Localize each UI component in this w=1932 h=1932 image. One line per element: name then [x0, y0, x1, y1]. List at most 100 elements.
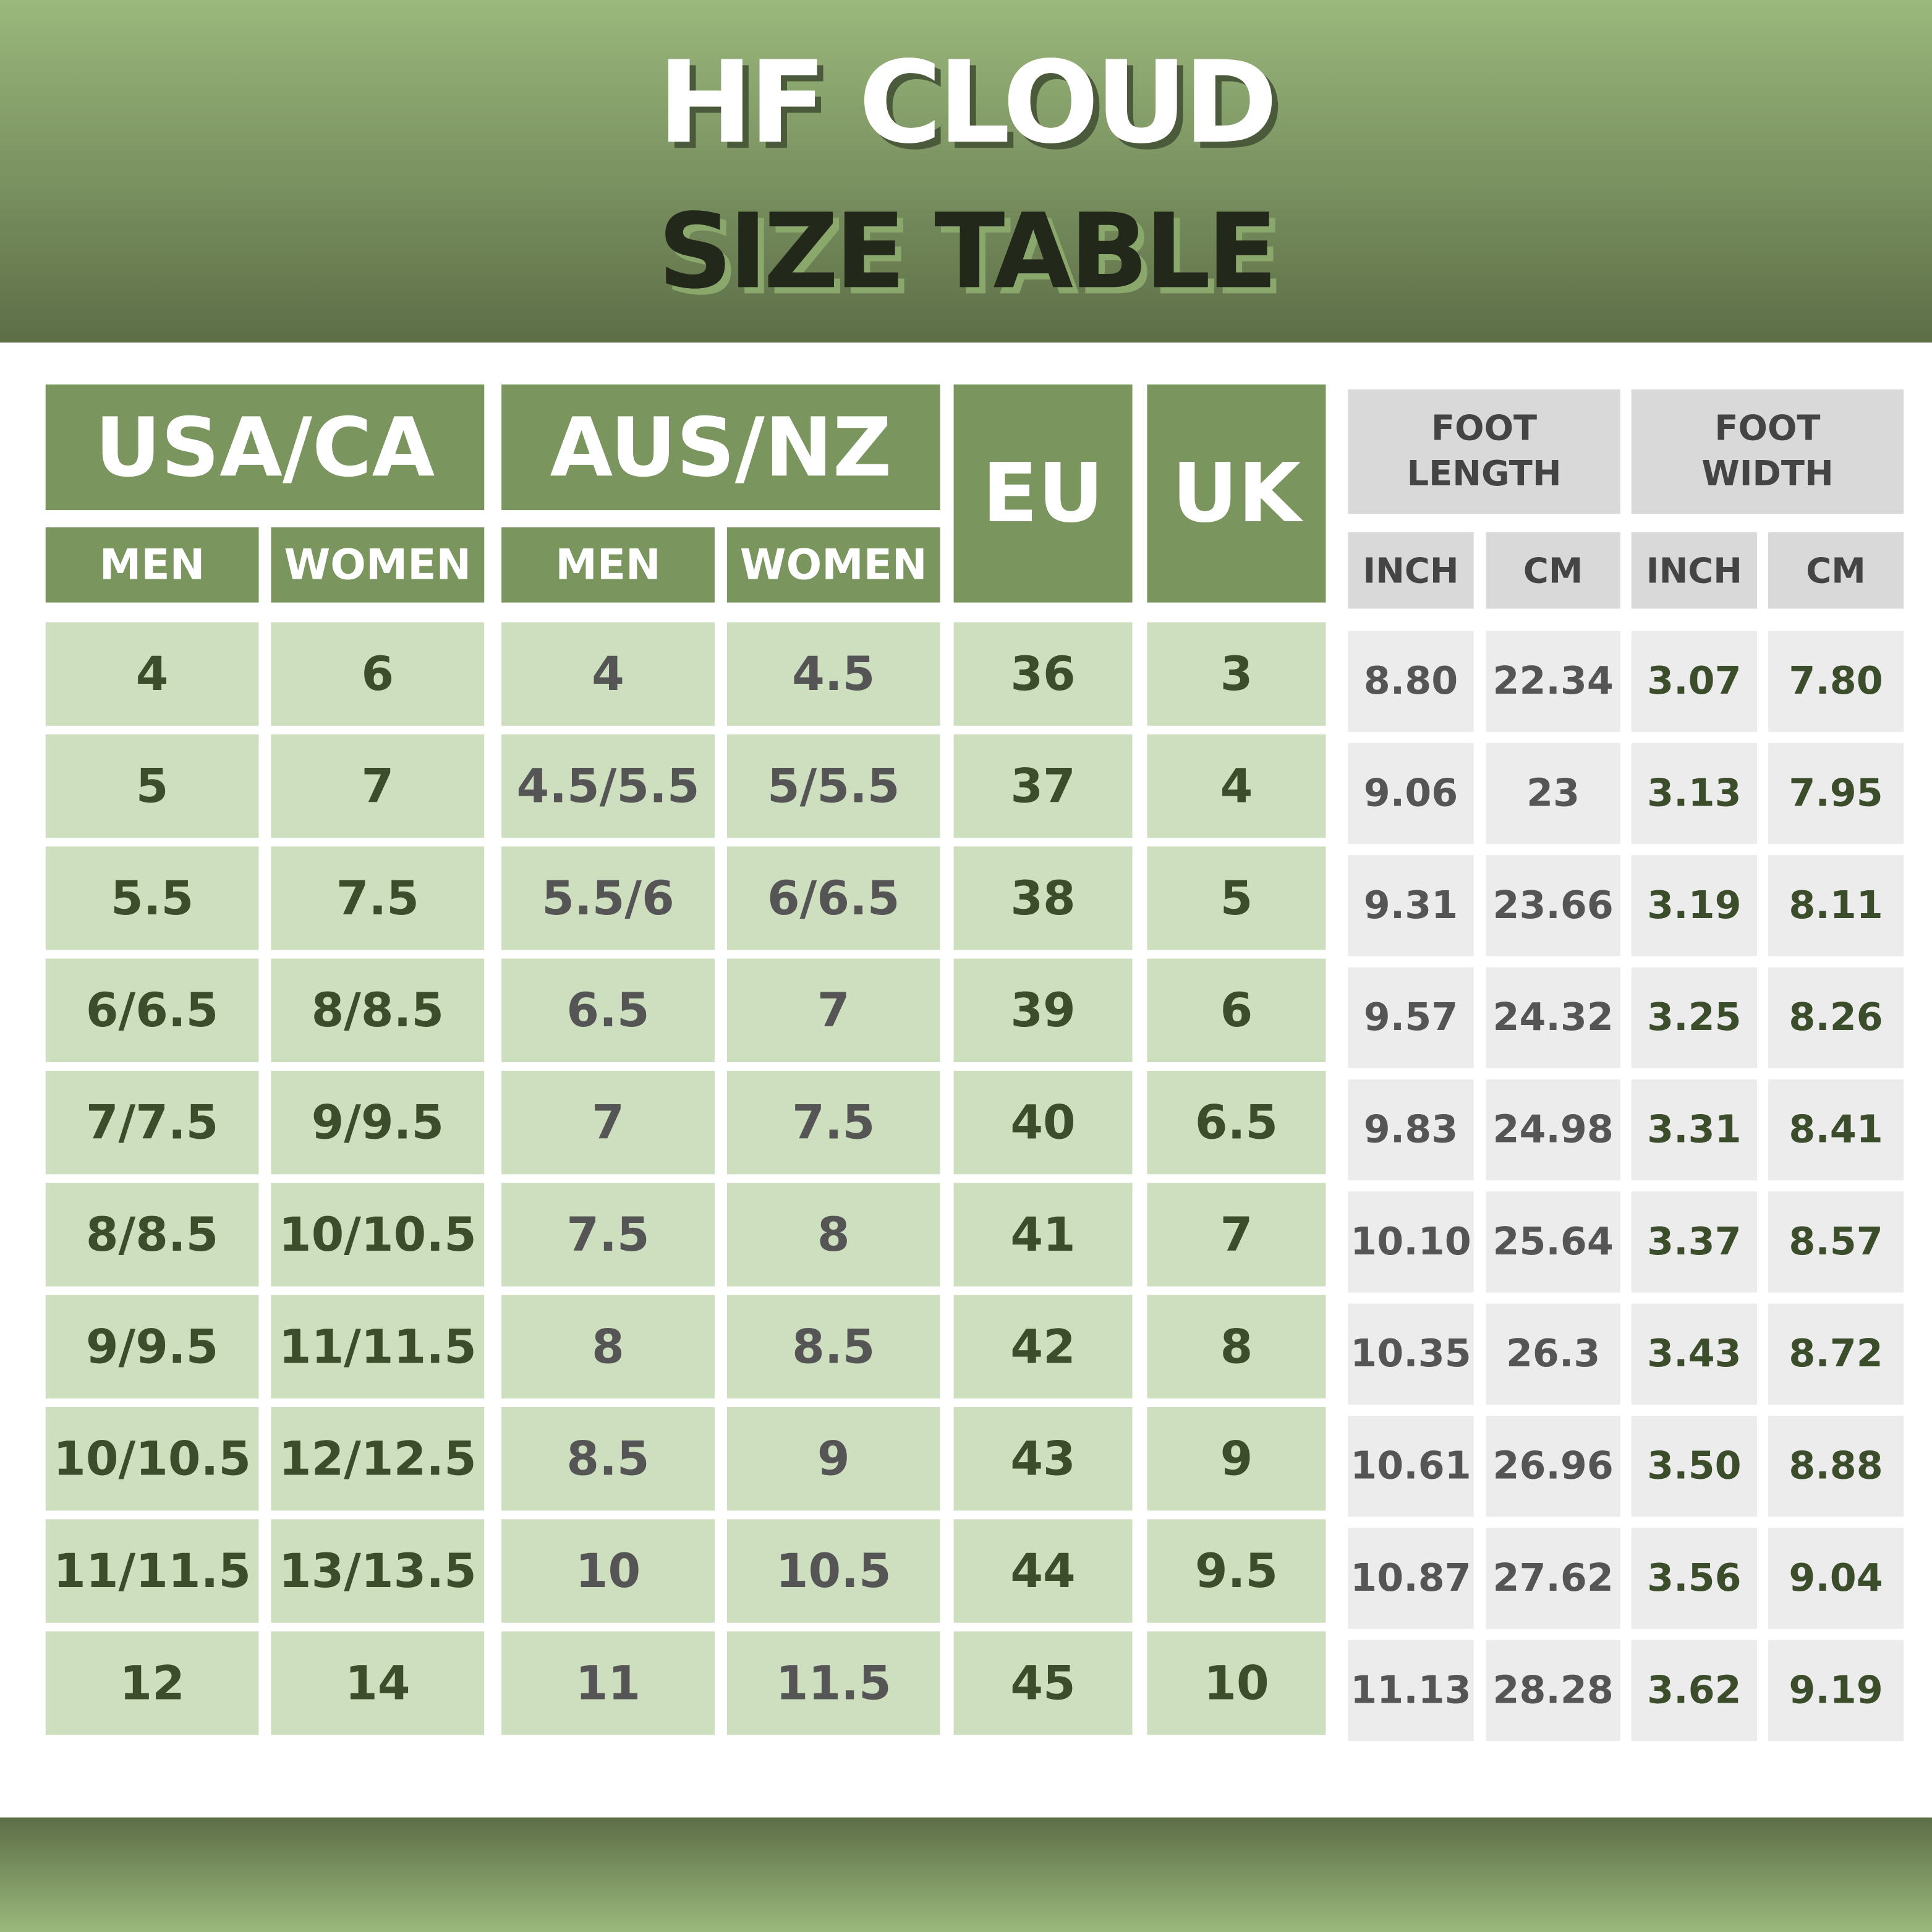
cell-fw-inch: 3.19 — [1631, 855, 1758, 956]
cell-fw-cm: 8.41 — [1768, 1079, 1904, 1181]
cell-uk: 10 — [1147, 1631, 1326, 1735]
cell-usa-women: 12/12.5 — [271, 1407, 485, 1511]
cell-aus-men: 7 — [501, 1070, 715, 1175]
cell-usa-women: 8/8.5 — [271, 958, 485, 1062]
cell-usa-men: 11/11.5 — [45, 1519, 259, 1623]
cell-fl-inch: 11.13 — [1348, 1640, 1474, 1742]
cell-aus-women: 8 — [726, 1183, 940, 1287]
header-usa-ca: USA/CA — [45, 384, 485, 511]
cell-uk: 8 — [1147, 1295, 1326, 1399]
cell-fl-cm: 25.64 — [1486, 1191, 1620, 1293]
cell-fw-cm: 8.11 — [1768, 855, 1904, 956]
header-usa-women: WOMEN — [271, 527, 485, 603]
header-fl-cm: CM — [1486, 532, 1620, 609]
cell-fw-inch: 3.25 — [1631, 967, 1758, 1068]
cell-uk: 6 — [1147, 958, 1326, 1062]
cell-fl-inch: 10.61 — [1348, 1415, 1474, 1517]
header-aus-nz: AUS/NZ — [501, 384, 940, 511]
cell-usa-men: 8/8.5 — [45, 1183, 259, 1287]
cell-uk: 6.5 — [1147, 1070, 1326, 1175]
cell-fl-inch: 9.83 — [1348, 1079, 1474, 1181]
cell-fl-inch: 9.57 — [1348, 967, 1474, 1068]
cell-eu: 44 — [953, 1519, 1133, 1623]
cell-aus-women: 10.5 — [726, 1519, 940, 1623]
cell-usa-men: 4 — [45, 622, 259, 726]
cell-aus-men: 5.5/6 — [501, 846, 715, 950]
cell-usa-women: 6 — [271, 622, 485, 726]
header-eu: EU — [953, 384, 1133, 603]
cell-fl-cm: 23.66 — [1486, 855, 1620, 956]
cell-aus-women: 7 — [726, 958, 940, 1062]
cell-aus-men: 7.5 — [501, 1183, 715, 1287]
header-foot-width: FOOT WIDTH — [1631, 389, 1904, 514]
cell-uk: 9.5 — [1147, 1519, 1326, 1623]
cell-usa-women: 7 — [271, 734, 485, 838]
cell-aus-men: 4 — [501, 622, 715, 726]
page-title: SIZE TABLE — [658, 190, 1278, 312]
header-band — [0, 0, 1932, 343]
cell-usa-men: 5.5 — [45, 846, 259, 950]
cell-uk: 4 — [1147, 734, 1326, 838]
cell-fw-cm: 8.57 — [1768, 1191, 1904, 1293]
cell-fl-cm: 27.62 — [1486, 1528, 1620, 1629]
cell-aus-men: 11 — [501, 1631, 715, 1735]
cell-fw-cm: 8.72 — [1768, 1303, 1904, 1405]
cell-aus-women: 11.5 — [726, 1631, 940, 1735]
cell-aus-men: 4.5/5.5 — [501, 734, 715, 838]
brand-title: HF CLOUD — [658, 36, 1278, 169]
cell-fw-cm: 7.95 — [1768, 743, 1904, 845]
cell-fl-cm: 24.98 — [1486, 1079, 1620, 1181]
cell-fl-cm: 26.96 — [1486, 1415, 1620, 1517]
cell-fl-inch: 9.31 — [1348, 855, 1474, 956]
cell-fw-inch: 3.13 — [1631, 743, 1758, 845]
cell-uk: 7 — [1147, 1183, 1326, 1287]
cell-eu: 41 — [953, 1183, 1133, 1287]
cell-fw-cm: 9.19 — [1768, 1640, 1904, 1742]
cell-usa-men: 10/10.5 — [45, 1407, 259, 1511]
cell-usa-women: 9/9.5 — [271, 1070, 485, 1175]
header-fw-cm: CM — [1768, 532, 1904, 609]
cell-usa-men: 12 — [45, 1631, 259, 1735]
cell-fw-cm: 8.26 — [1768, 967, 1904, 1068]
header-aus-men: MEN — [501, 527, 715, 603]
cell-uk: 3 — [1147, 622, 1326, 726]
cell-fw-inch: 3.56 — [1631, 1528, 1758, 1629]
header-fl-inch: INCH — [1348, 532, 1474, 609]
cell-eu: 40 — [953, 1070, 1133, 1175]
cell-fw-inch: 3.62 — [1631, 1640, 1758, 1742]
cell-aus-men: 10 — [501, 1519, 715, 1623]
cell-fw-inch: 3.43 — [1631, 1303, 1758, 1405]
cell-fw-inch: 3.31 — [1631, 1079, 1758, 1181]
cell-aus-women: 7.5 — [726, 1070, 940, 1175]
cell-aus-women: 6/6.5 — [726, 846, 940, 950]
cell-fw-cm: 7.80 — [1768, 631, 1904, 732]
cell-usa-men: 5 — [45, 734, 259, 838]
header-fw-inch: INCH — [1631, 532, 1758, 609]
cell-eu: 36 — [953, 622, 1133, 726]
cell-eu: 42 — [953, 1295, 1133, 1399]
cell-usa-women: 13/13.5 — [271, 1519, 485, 1623]
cell-fw-inch: 3.07 — [1631, 631, 1758, 732]
cell-fl-inch: 8.80 — [1348, 631, 1474, 732]
cell-usa-women: 10/10.5 — [271, 1183, 485, 1287]
cell-aus-men: 8 — [501, 1295, 715, 1399]
cell-aus-women: 8.5 — [726, 1295, 940, 1399]
header-foot-length: FOOT LENGTH — [1348, 389, 1620, 514]
cell-usa-women: 14 — [271, 1631, 485, 1735]
cell-eu: 45 — [953, 1631, 1133, 1735]
cell-eu: 37 — [953, 734, 1133, 838]
cell-fl-cm: 24.32 — [1486, 967, 1620, 1068]
header-usa-men: MEN — [45, 527, 259, 603]
cell-fw-inch: 3.37 — [1631, 1191, 1758, 1293]
cell-fl-inch: 10.87 — [1348, 1528, 1474, 1629]
cell-fl-inch: 10.10 — [1348, 1191, 1474, 1293]
cell-eu: 39 — [953, 958, 1133, 1062]
header-aus-women: WOMEN — [726, 527, 940, 603]
cell-usa-women: 11/11.5 — [271, 1295, 485, 1399]
cell-fl-inch: 9.06 — [1348, 743, 1474, 845]
cell-fl-cm: 22.34 — [1486, 631, 1620, 732]
cell-aus-men: 8.5 — [501, 1407, 715, 1511]
cell-usa-women: 7.5 — [271, 846, 485, 950]
cell-fl-cm: 23 — [1486, 743, 1620, 845]
